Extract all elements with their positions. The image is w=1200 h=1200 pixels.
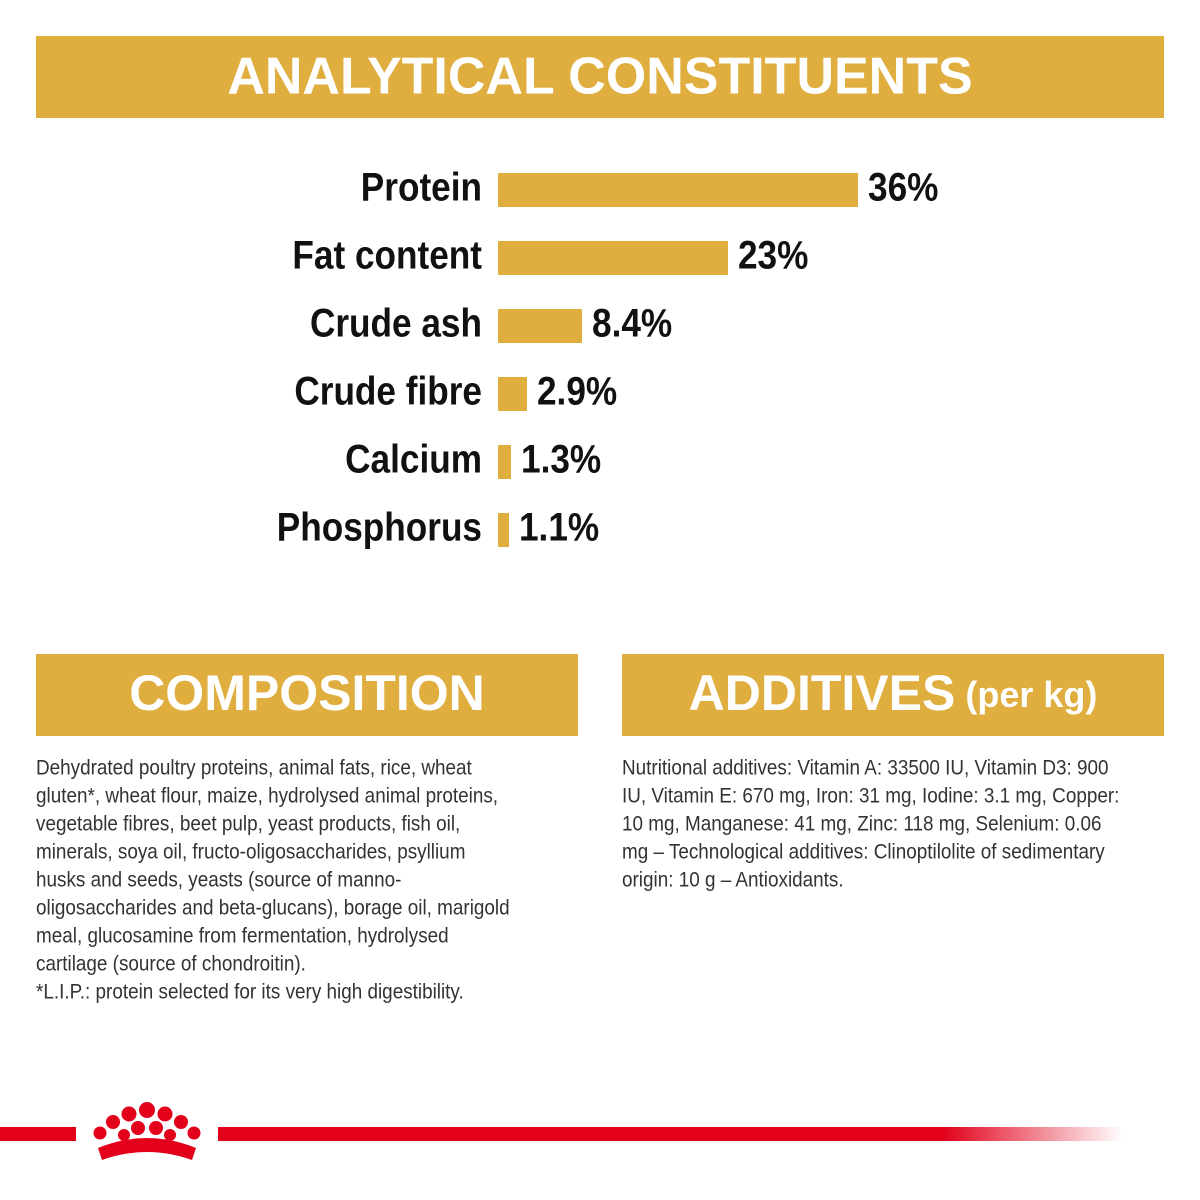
additives-text: Nutritional additives: Vitamin A: 33500 … <box>622 757 1119 892</box>
chart-title: ANALYTICAL CONSTITUENTS <box>227 48 972 106</box>
header-band <box>622 654 1164 736</box>
bar <box>498 445 511 479</box>
text-line: gluten*, wheat flour, maize, hydrolysed … <box>36 785 498 808</box>
category-label: Crude ash <box>310 300 482 345</box>
logo-line <box>0 1127 76 1141</box>
bar <box>498 173 858 207</box>
bar <box>498 513 509 547</box>
category-label: Crude fibre <box>294 368 482 413</box>
value-label: 1.3% <box>521 436 601 481</box>
text-line: meal, glucosamine from fermentation, hyd… <box>36 925 449 948</box>
header-band <box>36 654 578 736</box>
text-line: minerals, soya oil, fructo-oligosacchari… <box>36 841 465 864</box>
text-line: *L.I.P.: protein selected for its very h… <box>36 981 464 1004</box>
text-line: IU, Vitamin E: 670 mg, Iron: 31 mg, Iodi… <box>622 785 1119 808</box>
text-line: origin: 10 g – Antioxidants. <box>622 869 844 892</box>
header-band <box>36 36 1164 118</box>
text-line: cartilage (source of chondroitin). <box>36 953 306 976</box>
logo-line <box>218 1127 1123 1141</box>
additives-subtitle: (per kg) <box>965 674 1097 715</box>
bar <box>498 241 728 275</box>
text-line: Nutritional additives: Vitamin A: 33500 … <box>622 757 1109 780</box>
additives-heading: ADDITIVES (per kg) <box>689 665 1098 721</box>
logo-crown <box>93 1102 201 1160</box>
category-label: Protein <box>361 164 482 209</box>
text-line: 10 mg, Manganese: 41 mg, Zinc: 118 mg, S… <box>622 813 1102 836</box>
value-label: 1.1% <box>519 504 599 549</box>
text-line: vegetable fibres, beet pulp, yeast produ… <box>36 813 460 836</box>
category-label: Calcium <box>345 436 482 481</box>
text-line: oligosaccharides and beta-glucans), bora… <box>36 897 510 920</box>
bar <box>498 309 582 343</box>
value-label: 36% <box>868 164 938 209</box>
text-line: husks and seeds, yeasts (source of manno… <box>36 869 401 892</box>
bar <box>498 377 527 411</box>
text-line: mg – Technological additives: Clinoptilo… <box>622 841 1105 864</box>
value-label: 8.4% <box>592 300 672 345</box>
additives-title: ADDITIVES <box>689 665 956 721</box>
value-label: 2.9% <box>537 368 617 413</box>
value-label: 23% <box>738 232 808 277</box>
composition-text: Dehydrated poultry proteins, animal fats… <box>36 757 510 1004</box>
text-line: Dehydrated poultry proteins, animal fats… <box>36 757 472 780</box>
category-label: Fat content <box>292 232 482 277</box>
composition-title: COMPOSITION <box>129 665 485 721</box>
category-label: Phosphorus <box>277 504 482 549</box>
